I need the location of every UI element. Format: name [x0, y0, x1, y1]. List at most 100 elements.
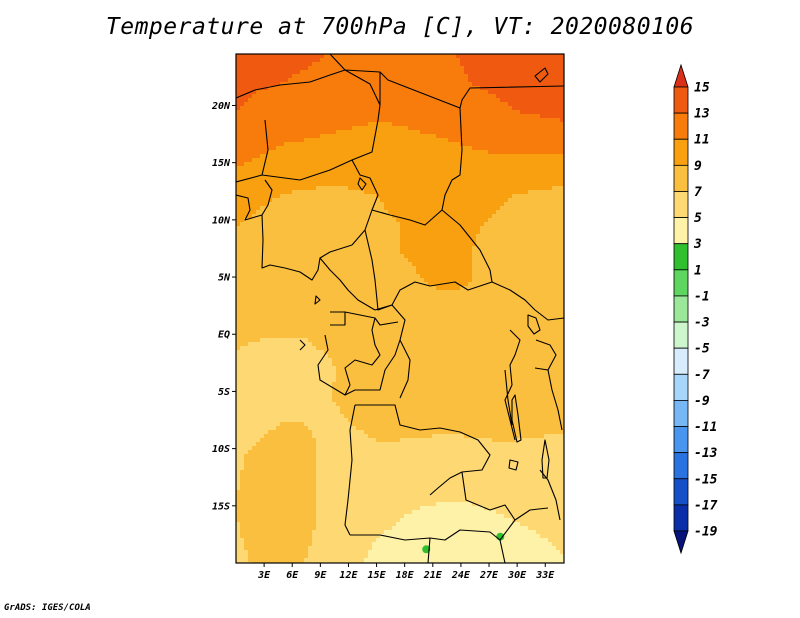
field-cell — [404, 158, 409, 163]
field-cell — [524, 238, 529, 243]
field-cell — [508, 282, 513, 287]
field-cell — [508, 202, 513, 207]
field-cell — [252, 198, 257, 203]
field-cell — [280, 78, 285, 83]
field-cell — [252, 274, 257, 279]
field-cell — [380, 290, 385, 295]
field-cell — [388, 86, 393, 91]
field-cell — [496, 294, 501, 299]
field-cell — [444, 66, 449, 71]
field-cell — [504, 254, 509, 259]
field-cell — [532, 74, 537, 79]
field-cell — [448, 74, 453, 79]
field-cell — [428, 290, 433, 295]
field-cell — [284, 290, 289, 295]
field-cell — [556, 262, 561, 267]
field-cell — [516, 178, 521, 183]
field-cell — [332, 154, 337, 159]
field-cell — [300, 118, 305, 123]
field-cell — [504, 114, 509, 119]
field-cell — [492, 134, 497, 139]
field-cell — [408, 102, 413, 107]
field-cell — [300, 158, 305, 163]
field-cell — [332, 210, 337, 215]
field-cell — [484, 178, 489, 183]
field-cell — [316, 270, 321, 275]
field-cell — [468, 122, 473, 127]
field-cell — [388, 166, 393, 171]
field-cell — [484, 58, 489, 63]
field-cell — [320, 70, 325, 75]
field-cell — [368, 222, 373, 227]
field-cell — [264, 234, 269, 239]
field-cell — [420, 170, 425, 175]
field-cell — [332, 194, 337, 199]
field-cell — [344, 226, 349, 231]
field-cell — [436, 250, 441, 255]
field-cell — [496, 90, 501, 95]
field-cell — [340, 186, 345, 191]
field-cell — [244, 294, 249, 299]
field-cell — [484, 90, 489, 95]
field-cell — [344, 94, 349, 99]
field-cell — [484, 238, 489, 243]
field-cell — [440, 70, 445, 75]
field-cell — [316, 206, 321, 211]
field-cell — [388, 230, 393, 235]
field-cell — [500, 94, 505, 99]
field-cell — [536, 270, 541, 275]
field-cell — [296, 278, 301, 283]
field-cell — [392, 58, 397, 63]
field-cell — [448, 206, 453, 211]
field-cell — [456, 114, 461, 119]
field-cell — [480, 274, 485, 279]
field-cell — [344, 210, 349, 215]
field-cell — [292, 190, 297, 195]
field-cell — [444, 86, 449, 91]
field-cell — [556, 174, 561, 179]
field-cell — [476, 294, 481, 299]
field-cell — [240, 290, 245, 295]
field-cell — [464, 62, 469, 67]
field-cell — [348, 242, 353, 247]
field-cell — [380, 190, 385, 195]
field-cell — [472, 70, 477, 75]
field-cell — [336, 262, 341, 267]
field-cell — [296, 54, 301, 59]
field-cell — [464, 262, 469, 267]
field-cell — [412, 70, 417, 75]
field-cell — [420, 118, 425, 123]
field-cell — [296, 150, 301, 155]
field-cell — [320, 294, 325, 299]
field-cell — [344, 122, 349, 127]
field-cell — [252, 214, 257, 219]
field-cell — [436, 234, 441, 239]
field-cell — [352, 258, 357, 263]
field-cell — [244, 114, 249, 119]
field-cell — [388, 222, 393, 227]
field-cell — [444, 82, 449, 87]
field-cell — [456, 146, 461, 151]
field-cell — [352, 94, 357, 99]
field-cell — [344, 158, 349, 163]
field-cell — [444, 242, 449, 247]
field-cell — [432, 210, 437, 215]
field-cell — [460, 198, 465, 203]
field-cell — [312, 178, 317, 183]
field-cell — [508, 162, 513, 167]
field-cell — [408, 78, 413, 83]
field-cell — [392, 238, 397, 243]
field-cell — [404, 94, 409, 99]
field-cell — [384, 258, 389, 263]
field-cell — [424, 70, 429, 75]
field-cell — [464, 210, 469, 215]
field-cell — [328, 166, 333, 171]
field-cell — [292, 206, 297, 211]
field-cell — [352, 226, 357, 231]
field-cell — [380, 278, 385, 283]
field-cell — [408, 182, 413, 187]
field-cell — [404, 114, 409, 119]
field-cell — [540, 270, 545, 275]
field-cell — [324, 158, 329, 163]
field-cell — [356, 126, 361, 131]
